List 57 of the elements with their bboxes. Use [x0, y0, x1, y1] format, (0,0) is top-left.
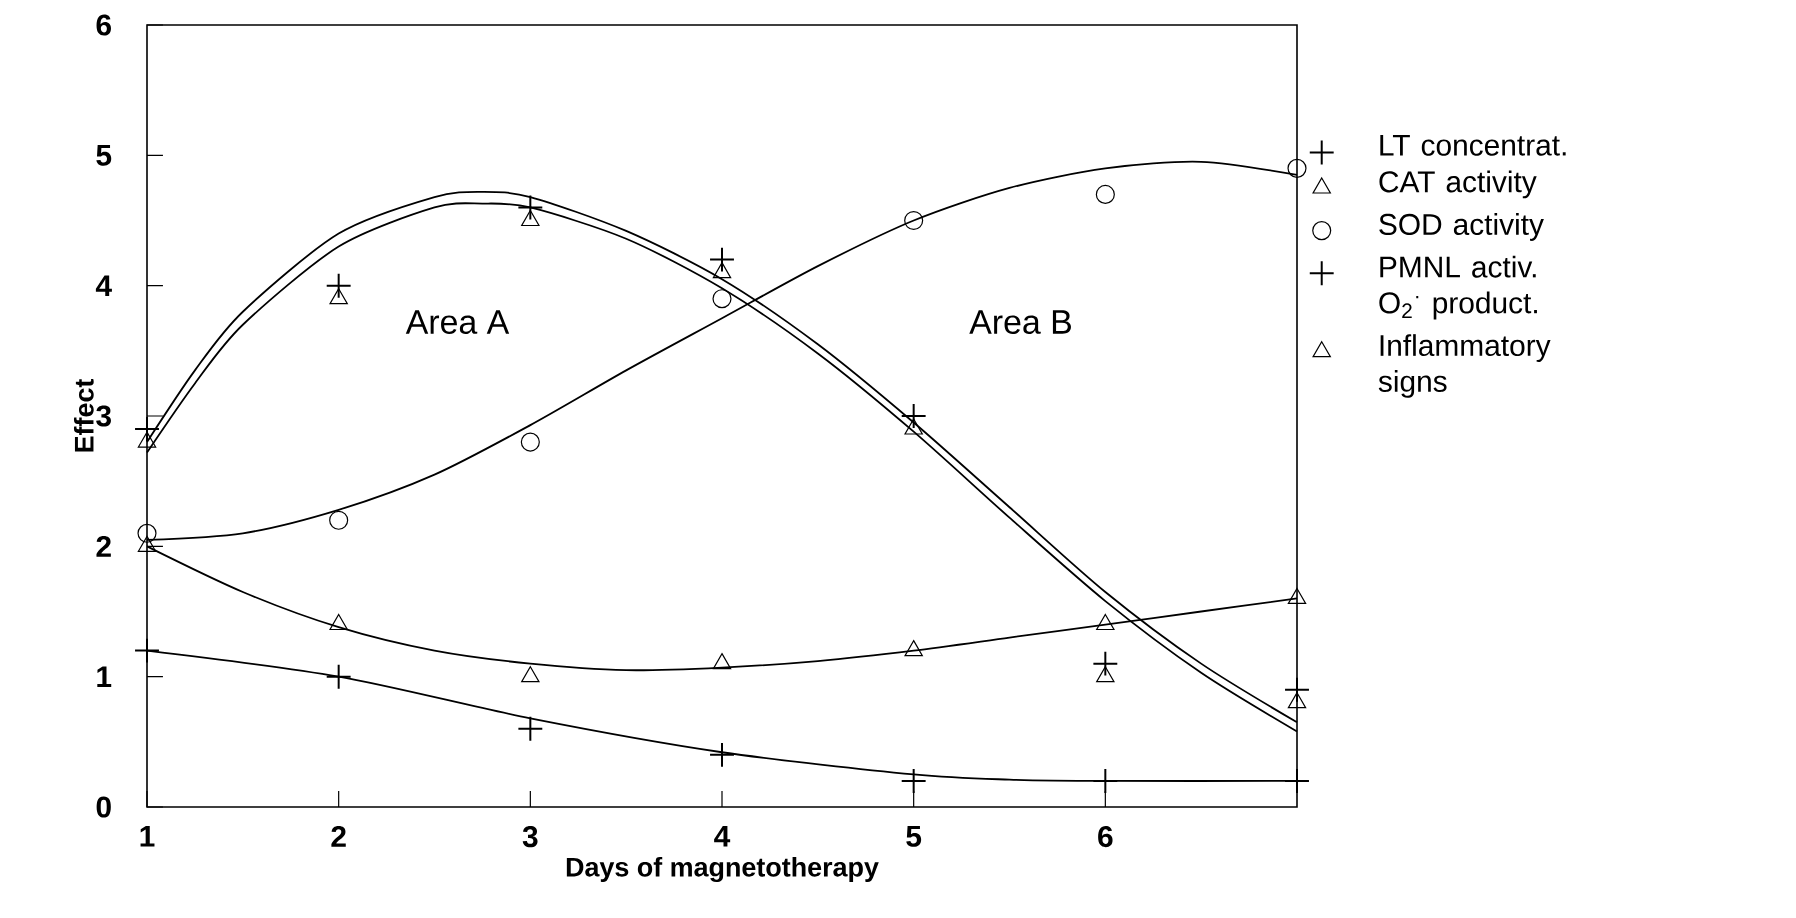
point	[1093, 651, 1118, 676]
legend-label: CAT activity	[1379, 170, 1537, 199]
point	[326, 664, 351, 689]
x-tick-label: 5	[906, 826, 922, 847]
point	[521, 666, 540, 683]
point	[901, 404, 926, 428]
point	[137, 535, 157, 552]
annotation: Area B	[969, 310, 1071, 334]
point	[521, 209, 540, 227]
y-tick-label: 4	[95, 275, 112, 296]
legend-label: Inflammatory signs	[1378, 334, 1551, 398]
annotation: Area A	[405, 310, 510, 334]
point	[1287, 692, 1307, 709]
y-axis-title: Effect	[73, 378, 94, 452]
y-tick-label: 3	[96, 405, 111, 427]
point	[1096, 666, 1115, 683]
point	[710, 247, 734, 272]
point	[904, 418, 923, 435]
point	[904, 210, 924, 231]
point	[329, 288, 348, 305]
point	[326, 273, 351, 298]
point	[1096, 613, 1115, 631]
point	[1287, 158, 1307, 178]
point	[1287, 587, 1307, 605]
point	[520, 432, 540, 452]
point	[712, 289, 732, 309]
point	[712, 262, 732, 279]
y-tick-label: 1	[97, 666, 112, 687]
legend-label: PMNL activ. O$_{2}$$^{·}$ product.	[1379, 255, 1537, 320]
x-axis-title: Days of magnetotherapy	[566, 856, 879, 883]
x-tick-label: 1	[140, 826, 155, 847]
y-tick-label: 6	[96, 14, 111, 36]
point	[137, 523, 157, 543]
point	[329, 613, 348, 631]
x-tick-label: 2	[331, 825, 346, 847]
point	[137, 431, 157, 448]
point	[1285, 677, 1309, 702]
x-tick-label: 4	[714, 826, 731, 847]
x-tick-label: 6	[1098, 825, 1113, 848]
point	[518, 195, 543, 220]
point	[1093, 768, 1118, 793]
legend-label: LT concentrat.	[1380, 134, 1566, 156]
point	[1285, 768, 1309, 793]
y-tick-label: 5	[96, 144, 112, 166]
y-tick-label: 2	[96, 535, 111, 557]
point	[901, 768, 926, 793]
point	[710, 742, 734, 767]
point	[135, 417, 159, 441]
point	[518, 716, 543, 741]
point	[135, 638, 159, 663]
point	[904, 640, 923, 657]
legend-label: SOD activity	[1379, 213, 1544, 241]
point	[329, 510, 349, 530]
point	[1095, 184, 1115, 205]
x-tick-label: 3	[522, 825, 538, 848]
y-tick-label: 0	[96, 796, 111, 818]
point	[712, 653, 732, 670]
